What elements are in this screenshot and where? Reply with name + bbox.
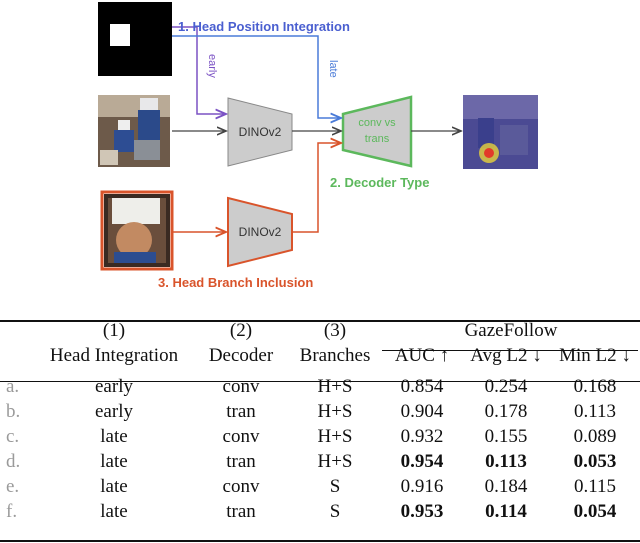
cell-min-l2: 0.089 — [573, 426, 617, 447]
header-row-1: (1) (2) (3) GazeFollow — [0, 318, 640, 343]
header-row-2: Head Integration Decoder Branches AUC ↑ … — [0, 343, 640, 368]
cell-decoder: tran — [226, 451, 256, 472]
cell-integration: late — [100, 501, 128, 522]
cell-branches: S — [329, 501, 341, 522]
header-decoder: Decoder — [208, 345, 274, 366]
header-branches: Branches — [299, 345, 371, 366]
cell-decoder: conv — [222, 476, 260, 497]
table-mid-rule — [0, 381, 640, 382]
cell-min-l2: 0.053 — [573, 451, 617, 472]
table-bottom-rule — [0, 540, 640, 542]
header-gazefollow: GazeFollow — [464, 320, 558, 341]
label-head-branch: 3. Head Branch Inclusion — [158, 275, 313, 290]
cell-avg-l2: 0.178 — [484, 401, 528, 422]
row-label: e. — [6, 476, 20, 497]
header-min-l2: Min L2 ↓ — [559, 345, 631, 366]
table-row: d. late tran H+S 0.954 0.113 0.053 — [0, 449, 640, 474]
cell-min-l2: 0.054 — [573, 501, 617, 522]
cell-min-l2: 0.115 — [573, 476, 617, 497]
encoder-main — [227, 97, 293, 167]
scene-image — [98, 95, 170, 167]
cell-avg-l2: 0.184 — [484, 476, 528, 497]
table-row: e. late conv S 0.916 0.184 0.115 — [0, 474, 640, 499]
output-heatmap-image — [463, 95, 538, 169]
cell-branches: H+S — [317, 401, 353, 422]
gazefollow-underline — [382, 350, 638, 351]
encoder-head — [227, 196, 293, 268]
cell-branches: S — [329, 476, 341, 497]
cell-integration: late — [100, 476, 128, 497]
row-label: b. — [6, 401, 21, 422]
label-early: early — [206, 54, 218, 78]
cell-integration: late — [100, 451, 128, 472]
cell-auc: 0.854 — [400, 376, 444, 397]
cell-decoder: conv — [222, 376, 260, 397]
header-avg-l2: Avg L2 ↓ — [470, 345, 542, 366]
cell-avg-l2: 0.254 — [484, 376, 528, 397]
architecture-diagram: DINOv2 DINOv2 conv vs trans 1. Head Posi… — [98, 2, 538, 290]
header-num-1: (1) — [102, 320, 126, 341]
cell-auc: 0.953 — [400, 501, 444, 522]
header-head-integration: Head Integration — [49, 345, 179, 366]
arrow-head-pos-early — [172, 26, 226, 114]
cell-avg-l2: 0.155 — [484, 426, 528, 447]
row-label: a. — [6, 376, 20, 397]
row-label: c. — [6, 426, 20, 447]
cell-min-l2: 0.168 — [573, 376, 617, 397]
cell-branches: H+S — [317, 376, 353, 397]
label-late: late — [327, 60, 339, 78]
table-row: b. early tran H+S 0.904 0.178 0.113 — [0, 399, 640, 424]
table-row: a. early conv H+S 0.854 0.254 0.168 — [0, 374, 640, 399]
cell-auc: 0.904 — [400, 401, 444, 422]
arrow-head-pos-late — [172, 35, 341, 118]
label-decoder-type: 2. Decoder Type — [330, 175, 429, 190]
decoder-block — [341, 95, 413, 168]
results-table: (1) (2) (3) GazeFollow Head Integration … — [0, 318, 640, 524]
head-mask-image — [98, 2, 172, 76]
table-top-rule — [0, 320, 640, 322]
header-auc: AUC ↑ — [394, 345, 450, 366]
head-crop-image — [100, 190, 174, 271]
cell-integration: early — [95, 376, 133, 397]
row-label: d. — [6, 451, 21, 472]
label-head-position: 1. Head Position Integration — [178, 19, 350, 34]
cell-decoder: tran — [226, 401, 256, 422]
encoder-head-label: DINOv2 — [239, 225, 282, 239]
cell-avg-l2: 0.114 — [485, 501, 527, 522]
header-num-2: (2) — [229, 320, 253, 341]
arrow-head-branch-decoder — [292, 143, 341, 233]
cell-decoder: conv — [222, 426, 260, 447]
cell-branches: H+S — [317, 451, 353, 472]
cell-integration: early — [95, 401, 133, 422]
row-label: f. — [6, 501, 18, 522]
decoder-text-1: conv vs — [358, 117, 396, 129]
cell-branches: H+S — [317, 426, 353, 447]
encoder-main-label: DINOv2 — [239, 125, 282, 139]
cell-avg-l2: 0.113 — [485, 451, 527, 472]
cell-integration: late — [100, 426, 128, 447]
cell-decoder: tran — [226, 501, 256, 522]
cell-auc: 0.932 — [400, 426, 444, 447]
cell-auc: 0.954 — [400, 451, 444, 472]
cell-auc: 0.916 — [400, 476, 444, 497]
decoder-text-2: trans — [365, 133, 390, 145]
table-row: f. late tran S 0.953 0.114 0.054 — [0, 499, 640, 524]
cell-min-l2: 0.113 — [573, 401, 617, 422]
table-row: c. late conv H+S 0.932 0.155 0.089 — [0, 424, 640, 449]
header-num-3: (3) — [323, 320, 347, 341]
